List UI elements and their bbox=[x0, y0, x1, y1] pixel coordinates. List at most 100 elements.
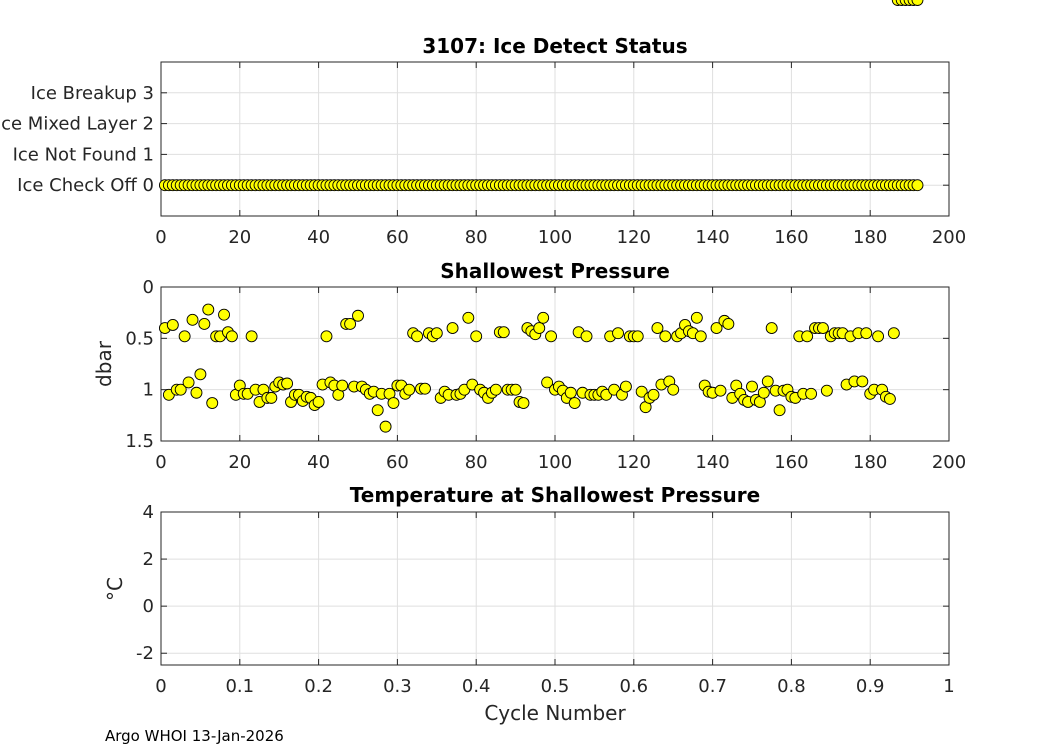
pressure-data-point bbox=[651, 322, 664, 335]
pressure-ytick-label: 1.5 bbox=[125, 431, 154, 452]
pressure-data-point bbox=[765, 322, 778, 335]
pressure-data-point bbox=[533, 322, 546, 335]
pressure-data-point bbox=[694, 330, 707, 343]
pressure-data-point bbox=[619, 380, 632, 393]
pressure-data-point bbox=[568, 397, 581, 409]
pressure-xtick-label: 0 bbox=[155, 452, 166, 473]
temperature-ytick-label: 0 bbox=[143, 596, 154, 617]
ice-detect-xtick-label: 60 bbox=[386, 227, 409, 248]
temperature-ytick-label: -2 bbox=[136, 643, 154, 664]
pressure-data-point bbox=[856, 375, 869, 388]
temperature-xtick-label: 0.8 bbox=[777, 676, 806, 697]
pressure-data-point bbox=[225, 330, 238, 343]
pressure-data-point bbox=[612, 327, 624, 340]
pressure-data-point bbox=[722, 318, 735, 330]
pressure-points bbox=[158, 0, 924, 433]
pressure-ytick-label: 1 bbox=[143, 380, 154, 401]
pressure-data-point bbox=[545, 330, 558, 343]
pressure-data-point bbox=[462, 311, 475, 324]
pressure-data-point bbox=[911, 0, 924, 6]
pressure-data-point bbox=[647, 388, 660, 401]
pressure-data-point bbox=[265, 391, 278, 404]
ice-detect-xtick-label: 120 bbox=[617, 227, 651, 248]
temperature-frame bbox=[160, 511, 950, 666]
temperature-ytick-label: 4 bbox=[143, 502, 154, 523]
pressure-data-point bbox=[403, 383, 416, 396]
temperature-xtick-label: 0.9 bbox=[856, 676, 885, 697]
pressure-data-point bbox=[470, 330, 483, 343]
pressure-data-point bbox=[746, 380, 758, 393]
pressure-data-point bbox=[509, 383, 522, 396]
pressure-data-point bbox=[206, 397, 219, 409]
temperature-xtick-label: 0.2 bbox=[304, 676, 333, 697]
temperature-xtick-label: 0.1 bbox=[225, 676, 254, 697]
pressure-xtick-label: 80 bbox=[465, 452, 488, 473]
pressure-xtick-label: 200 bbox=[932, 452, 966, 473]
pressure-data-point bbox=[564, 386, 577, 399]
pressure-data-point bbox=[281, 377, 294, 390]
pressure-ytick-label: 0 bbox=[143, 277, 154, 298]
pressure-data-point bbox=[202, 303, 215, 316]
pressure-ticks: 0 20 40 60 80 100 120 140 160 180 200 0 0.5 1 1.5 bbox=[125, 277, 966, 473]
pressure-data-point bbox=[580, 330, 593, 343]
pressure-xtick-label: 160 bbox=[774, 452, 808, 473]
pressure-ytick-label: 0.5 bbox=[125, 328, 154, 349]
ice-detect-xtick-label: 180 bbox=[853, 227, 887, 248]
temperature-title: Temperature at Shallowest Pressure bbox=[350, 483, 760, 507]
pressure-xtick-label: 40 bbox=[307, 452, 330, 473]
ice-detect-status-panel: 0 20 40 60 80 100 120 140 160 180 200 Ice Check Off… bbox=[0, 34, 966, 248]
pressure-data-point bbox=[245, 330, 258, 343]
ice-detect-points bbox=[158, 179, 924, 192]
ice-detect-xtick-label: 140 bbox=[695, 227, 729, 248]
pressure-ylabel: dbar bbox=[92, 340, 116, 387]
ice-detect-xtick-label: 0 bbox=[155, 227, 166, 248]
pressure-data-point bbox=[757, 386, 770, 399]
pressure-data-point bbox=[659, 330, 672, 343]
ice-detect-frame bbox=[160, 61, 950, 217]
pressure-data-point bbox=[430, 327, 443, 340]
pressure-data-point bbox=[883, 392, 896, 405]
pressure-data-point bbox=[690, 311, 703, 324]
ice-detect-xtick-label: 40 bbox=[307, 227, 330, 248]
temperature-grid bbox=[161, 512, 949, 665]
pressure-data-point bbox=[387, 397, 400, 409]
pressure-data-point bbox=[419, 382, 431, 395]
x-axis-label: Cycle Number bbox=[484, 701, 626, 725]
pressure-data-point bbox=[497, 326, 510, 339]
pressure-data-point bbox=[667, 383, 680, 396]
pressure-xtick-label: 180 bbox=[853, 452, 887, 473]
ice-detect-xtick-label: 160 bbox=[774, 227, 808, 248]
pressure-xtick-label: 20 bbox=[228, 452, 251, 473]
pressure-data-point bbox=[174, 383, 187, 396]
pressure-data-point bbox=[872, 330, 885, 343]
footer-text: Argo WHOI 13-Jan-2026 bbox=[105, 727, 284, 745]
pressure-xtick-label: 120 bbox=[617, 452, 651, 473]
ice-detect-ticks: 0 20 40 60 80 100 120 140 160 180 200 Ice Check Off… bbox=[0, 62, 966, 248]
temperature-xtick-label: 0.3 bbox=[383, 676, 412, 697]
pressure-data-point bbox=[166, 319, 179, 331]
pressure-data-point bbox=[446, 322, 459, 335]
pressure-data-point bbox=[312, 396, 325, 408]
temperature-xtick-label: 0.6 bbox=[619, 676, 648, 697]
temperature-xtick-label: 0 bbox=[155, 676, 166, 697]
pressure-data-point bbox=[182, 376, 195, 389]
temperature-ylabel: °C bbox=[103, 577, 127, 601]
pressure-data-point bbox=[190, 386, 203, 399]
pressure-data-point bbox=[773, 404, 786, 417]
pressure-data-point bbox=[805, 387, 818, 400]
pressure-data-point bbox=[344, 318, 357, 330]
pressure-data-point bbox=[860, 327, 873, 340]
pressure-data-point bbox=[635, 385, 648, 398]
pressure-data-point bbox=[218, 308, 230, 321]
pressure-data-point bbox=[517, 397, 530, 409]
ice-detect-ytick-label: Ice Breakup 3 bbox=[31, 83, 154, 104]
pressure-data-point bbox=[336, 379, 349, 392]
temperature-xtick-label: 0.5 bbox=[541, 676, 570, 697]
ice-detect-xtick-label: 200 bbox=[932, 227, 966, 248]
pressure-data-point bbox=[186, 313, 199, 326]
pressure-xtick-label: 140 bbox=[695, 452, 729, 473]
pressure-data-point bbox=[371, 404, 384, 417]
ice-detect-ytick-label: Ice Not Found 1 bbox=[13, 144, 154, 165]
